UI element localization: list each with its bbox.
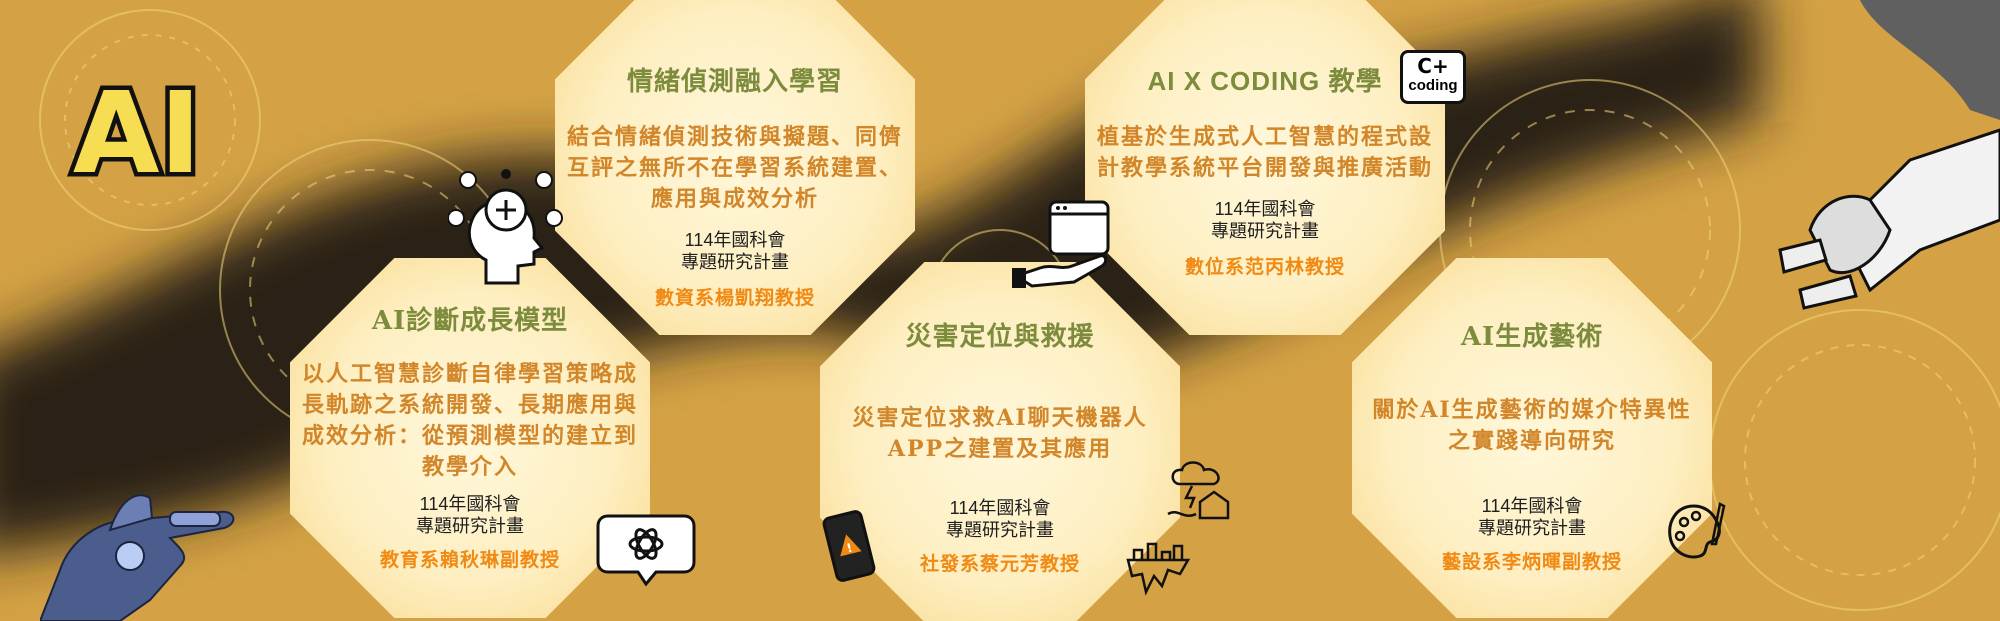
- brain-bulb-icon: [448, 169, 563, 285]
- card-art-content: AI生成藝術 關於AI生成藝術的媒介特異性之實踐導向研究 114年國科會 專題研…: [1352, 258, 1712, 618]
- card-professor: 數資系楊凱翔教授: [654, 287, 815, 309]
- coding-badge-icon: C+ coding: [1400, 50, 1466, 104]
- chatgpt-bubble-icon: [596, 514, 696, 587]
- card-disaster: [820, 262, 1180, 621]
- card-diagnosis-content: AI診斷成長模型 以人工智慧診斷自律學習策略成長軌跡之系統開發、長期應用與成效分…: [290, 258, 650, 618]
- robot-hand-right-icon: [1778, 0, 2000, 310]
- card-grant-line1: 114年國科會: [1214, 199, 1316, 219]
- card-title: 情緒偵測融入學習: [626, 67, 843, 97]
- card-description: 災害定位求救AI聊天機器人APP之建置及其應用: [852, 405, 1148, 462]
- phone-alert-icon: !: [822, 510, 876, 582]
- card-emotion-content: 情緒偵測融入學習 結合情緒偵測技術與擬題、同儕互評之無所不在學習系統建置、應用與…: [555, 0, 915, 335]
- card-title: 災害定位與救援: [905, 322, 1095, 352]
- card-grant-line2: 專題研究計畫: [1211, 221, 1319, 241]
- card-title: AI X CODING 教學: [1147, 66, 1383, 96]
- storm-house-icon: [1167, 461, 1230, 520]
- card-professor: 數位系范丙林教授: [1184, 256, 1345, 278]
- card-grant-line1: 114年國科會: [419, 494, 521, 514]
- coding-badge-symbol: C+: [1417, 54, 1449, 78]
- card-title: AI生成藝術: [1460, 322, 1604, 352]
- ai-logo-text: AI: [73, 72, 201, 190]
- card-art: [1352, 258, 1712, 618]
- card-emotion: [555, 0, 915, 335]
- card-description: 植基於生成式人工智慧的程式設計教學系統平台開發與推廣活動: [1096, 124, 1433, 181]
- card-grant-line2: 專題研究計畫: [416, 516, 524, 536]
- card-professor: 教育系賴秋琳副教授: [379, 549, 560, 571]
- card-grant-line2: 專題研究計畫: [681, 252, 789, 272]
- card-grant-line2: 專題研究計畫: [1478, 518, 1586, 538]
- card-diagnosis: [290, 258, 650, 618]
- card-professor: 藝設系李炳暉副教授: [1441, 551, 1622, 573]
- card-coding: [1085, 0, 1445, 335]
- card-grant-line1: 114年國科會: [1481, 496, 1583, 516]
- earthquake-icon: [1126, 542, 1191, 596]
- palette-icon: [1668, 502, 1726, 559]
- svg-text:!: !: [845, 540, 854, 555]
- hand-screen-icon: [1012, 200, 1110, 288]
- coding-badge-label: coding: [1408, 77, 1458, 94]
- card-grant-line1: 114年國科會: [949, 498, 1051, 518]
- card-professor: 社發系蔡元芳教授: [919, 553, 1080, 575]
- card-description: 結合情緒偵測技術與擬題、同儕互評之無所不在學習系統建置、應用與成效分析: [566, 124, 903, 212]
- card-coding-content: AI X CODING 教學 植基於生成式人工智慧的程式設計教學系統平台開發與推…: [1085, 0, 1445, 335]
- ai-logo: AI: [68, 72, 205, 190]
- card-disaster-content: 災害定位與救援 災害定位求救AI聊天機器人APP之建置及其應用 114年國科會 …: [820, 262, 1180, 621]
- card-grant-line2: 專題研究計畫: [946, 520, 1054, 540]
- robot-hand-left-icon: [40, 494, 235, 621]
- card-grant-line1: 114年國科會: [684, 230, 786, 250]
- card-description: 關於AI生成藝術的媒介特異性之實踐導向研究: [1372, 397, 1692, 454]
- card-title: AI診斷成長模型: [371, 306, 569, 336]
- card-description: 以人工智慧診斷自律學習策略成長軌跡之系統開發、長期應用與成效分析：從預測模型的建…: [301, 361, 638, 480]
